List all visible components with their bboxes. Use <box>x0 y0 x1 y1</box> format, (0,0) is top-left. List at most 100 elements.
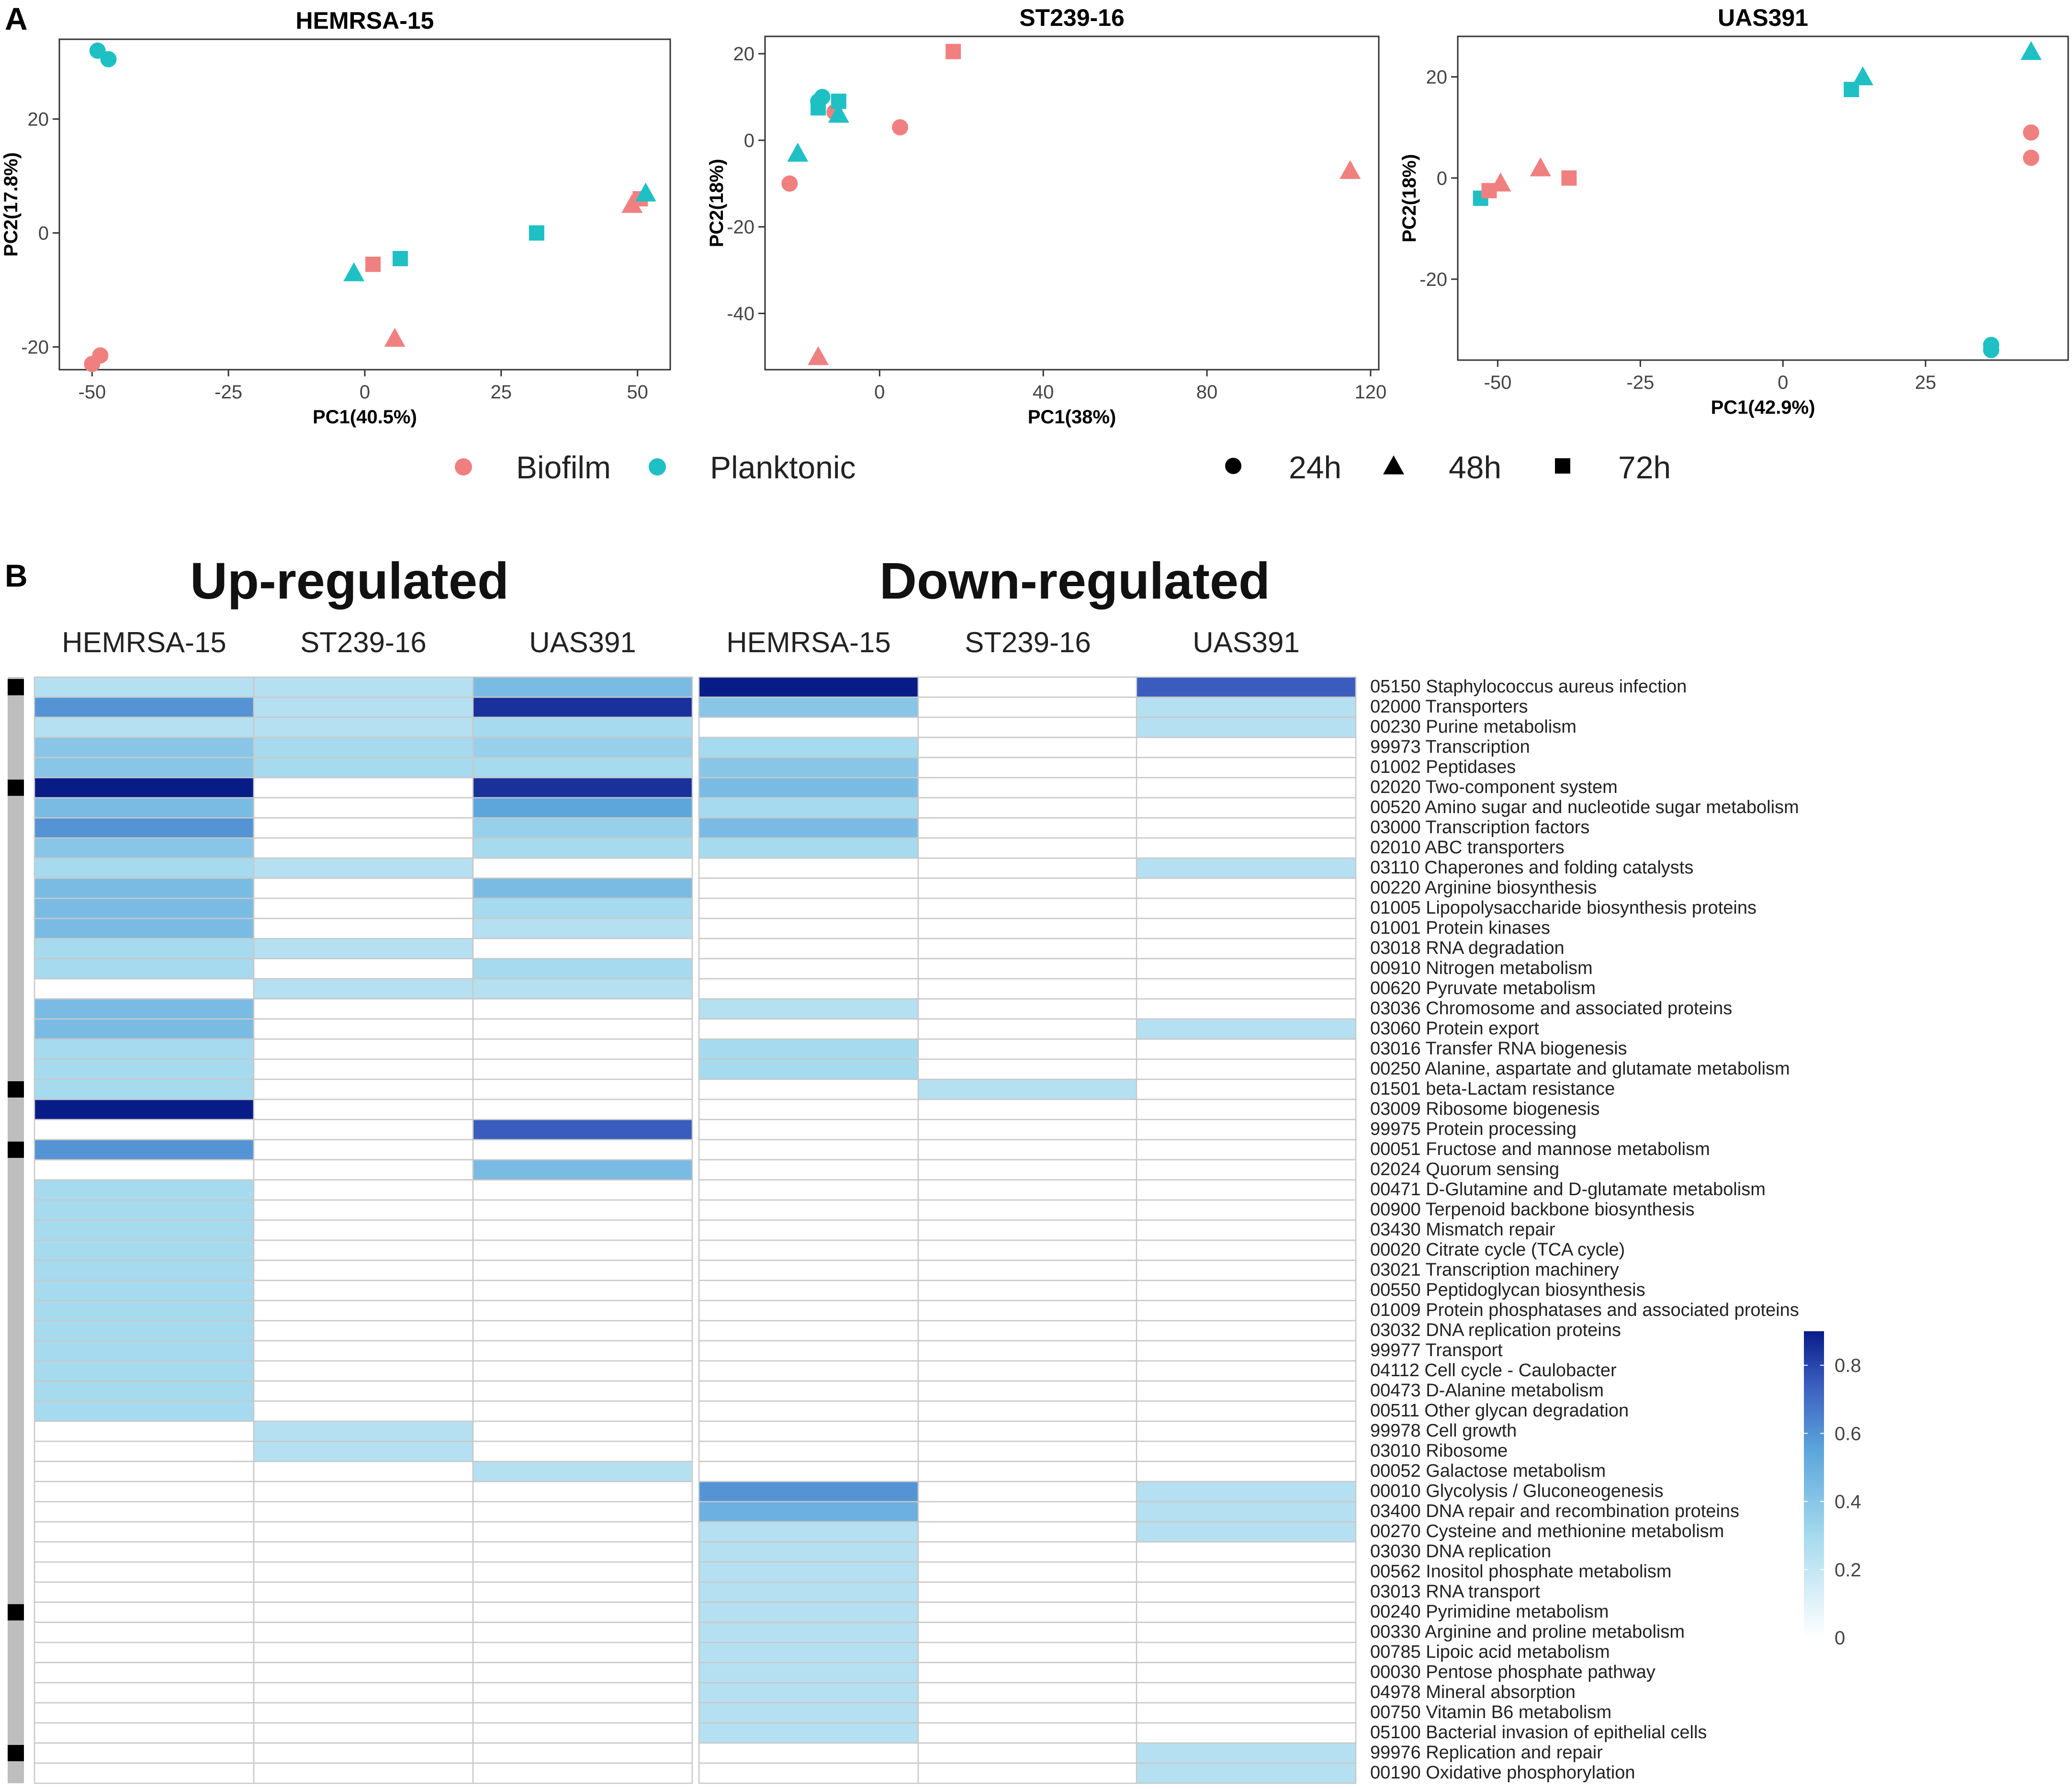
legend-swatch-biofilm <box>455 458 472 476</box>
heatmap-cell <box>917 1662 1138 1684</box>
heatmap-cell <box>253 1561 474 1583</box>
heatmap-cell <box>472 1159 693 1181</box>
heatmap-cell <box>253 1521 474 1543</box>
heatmap-cell <box>1136 1340 1357 1362</box>
heatmap-cell <box>472 1662 693 1684</box>
heatmap-cell <box>34 1279 255 1302</box>
heatmap-cell <box>34 1481 255 1503</box>
heatmap-cell <box>1136 1481 1357 1503</box>
legend-shape-24h <box>1225 458 1241 474</box>
heatmap-cell <box>917 1581 1138 1603</box>
heatmap-cell <box>253 1440 474 1462</box>
column-header: HEMRSA-15 <box>726 626 890 658</box>
heatmap-cell <box>472 1642 693 1664</box>
heatmap-cell <box>34 1400 255 1422</box>
heatmap-cell <box>917 1722 1138 1744</box>
heatmap-cell <box>1136 777 1357 799</box>
row-label: 00051 Fructose and mannose metabolism <box>1370 1139 1710 1159</box>
data-point <box>946 44 961 59</box>
heatmap-cell <box>917 1400 1138 1422</box>
heatmap-cell <box>1136 1702 1357 1724</box>
x-tick-label: -25 <box>214 382 242 403</box>
y-axis-label: PC2(17.8%) <box>0 152 22 257</box>
heatmap-cell <box>472 837 693 859</box>
heatmap-cell <box>917 1038 1138 1060</box>
row-label: 99977 Transport <box>1370 1340 1503 1360</box>
legend-shape-72h <box>1555 458 1570 474</box>
heatmap-cell <box>917 1159 1138 1181</box>
heatmap-cell <box>917 897 1138 919</box>
row-label: 03000 Transcription factors <box>1370 817 1589 838</box>
heatmap-cell <box>472 676 693 698</box>
row-label: 00910 Nitrogen metabolism <box>1370 958 1593 978</box>
heatmap-cell <box>917 1762 1138 1784</box>
heatmap-cell <box>1136 1058 1357 1080</box>
heatmap-cell <box>1136 1159 1357 1181</box>
row-annotation-bar <box>8 677 24 1783</box>
x-tick-label: 40 <box>1033 382 1054 403</box>
heatmap-cell <box>698 1561 919 1583</box>
data-point <box>831 93 846 109</box>
heatmap-cell <box>1136 1179 1357 1201</box>
heatmap-cell <box>253 938 474 960</box>
x-tick-label: 0 <box>874 382 885 403</box>
heatmap-cell <box>253 1300 474 1322</box>
heatmap-cell <box>698 676 919 698</box>
y-tick-label: 20 <box>733 44 755 65</box>
heatmap-cell <box>917 696 1138 718</box>
heatmap-cell <box>34 1300 255 1322</box>
heatmap-cell <box>472 1179 693 1201</box>
column-header: UAS391 <box>529 626 636 658</box>
heatmap-cell <box>34 1320 255 1342</box>
heatmap-cell <box>472 1742 693 1764</box>
row-label: 99976 Replication and repair <box>1370 1743 1603 1763</box>
heatmap-cell <box>917 857 1138 879</box>
heatmap-cell <box>34 1581 255 1603</box>
heatmap-cell <box>917 1320 1138 1342</box>
heatmap-cell <box>34 1722 255 1744</box>
heatmap-cell <box>253 1762 474 1784</box>
heatmap-cell <box>253 1420 474 1442</box>
heatmap-cell <box>253 777 474 799</box>
heatmap-cell <box>34 1380 255 1402</box>
data-point <box>529 225 544 241</box>
data-point <box>365 256 381 272</box>
heatmap-cell <box>472 1119 693 1141</box>
heatmap-cell <box>917 1239 1138 1261</box>
pca-plot-2: ST239-16 0 40 80 120 -40 -20 0 20 PC1(38%) PC2(18%… <box>706 4 1386 428</box>
heatmap-cell <box>698 998 919 1020</box>
x-tick-label: 0 <box>360 382 370 403</box>
pca-legend: Biofilm Planktonic 24h 48h 72h <box>455 450 1671 485</box>
heatmap-cell <box>253 857 474 879</box>
heatmap-cell <box>698 1380 919 1402</box>
pca-plot-1: HEMRSA-15 -50 -25 0 25 50 -20 0 20 PC1(40.5%) PC2(… <box>0 7 671 428</box>
heatmap-cell <box>917 797 1138 819</box>
data-point <box>621 194 643 213</box>
x-tick-label: -25 <box>1626 372 1654 393</box>
heatmap-cell <box>698 1501 919 1523</box>
heatmap-cell <box>917 676 1138 698</box>
data-point <box>100 51 117 68</box>
heatmap-cell <box>253 837 474 859</box>
x-tick-label: 0 <box>1778 372 1788 393</box>
heatmap-cell <box>472 1340 693 1362</box>
heatmap-cell <box>1136 1259 1357 1281</box>
row-label: 01009 Protein phosphatases and associate… <box>1370 1300 1799 1320</box>
data-point <box>89 42 106 59</box>
heatmap-cell <box>698 1058 919 1080</box>
heatmap-cell <box>34 1139 255 1161</box>
row-label: 00520 Amino sugar and nucleotide sugar m… <box>1370 797 1799 817</box>
row-label: 00230 Purine metabolism <box>1370 717 1577 737</box>
heatmap-cell <box>472 1239 693 1261</box>
heatmap-cell <box>253 1199 474 1221</box>
heatmap-cell <box>698 736 919 759</box>
heatmap-cell <box>472 1400 693 1422</box>
row-label: 99973 Transcription <box>1370 737 1530 757</box>
heatmap-cell <box>472 857 693 879</box>
heatmap-cell <box>472 1219 693 1241</box>
heatmap-cell <box>34 1621 255 1643</box>
row-label: 04978 Mineral absorption <box>1370 1682 1576 1702</box>
heatmap-cell <box>698 897 919 919</box>
heatmap-cell <box>698 1440 919 1462</box>
heatmap-cell <box>253 1702 474 1724</box>
